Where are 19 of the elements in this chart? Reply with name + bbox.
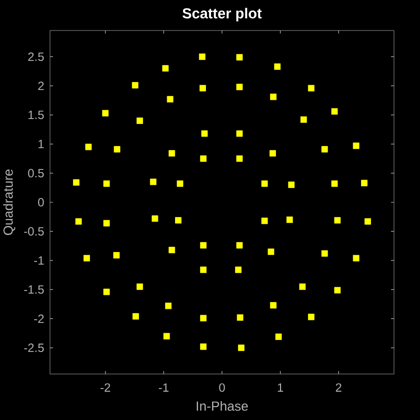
y-tick-label: 0 bbox=[38, 198, 44, 207]
y-tick-label: 1.5 bbox=[28, 110, 44, 120]
y-tick-label: 1 bbox=[38, 140, 44, 148]
y-tick-label: -2.5 bbox=[24, 344, 44, 352]
x-axis-title: In-Phase bbox=[196, 401, 248, 411]
x-tick-label: -1 bbox=[158, 383, 168, 392]
y-tick-label: -1 bbox=[34, 256, 44, 265]
x-tick-label: 2 bbox=[336, 383, 342, 392]
y-tick-label: 2.5 bbox=[28, 52, 44, 61]
y-tick-label: -0.5 bbox=[24, 227, 44, 236]
y-tick-label: 0.5 bbox=[28, 168, 44, 178]
chart-title: Scatter plot bbox=[182, 8, 262, 22]
y-tick-label: -1.5 bbox=[24, 285, 44, 294]
x-tick-label: 1 bbox=[278, 383, 284, 392]
y-tick-label: 2 bbox=[38, 82, 44, 90]
x-tick-label: -2 bbox=[100, 383, 110, 392]
y-tick-label: -2 bbox=[34, 314, 44, 323]
y-axis-title: Quadrature bbox=[3, 169, 16, 236]
x-tick-label: 0 bbox=[219, 383, 225, 392]
